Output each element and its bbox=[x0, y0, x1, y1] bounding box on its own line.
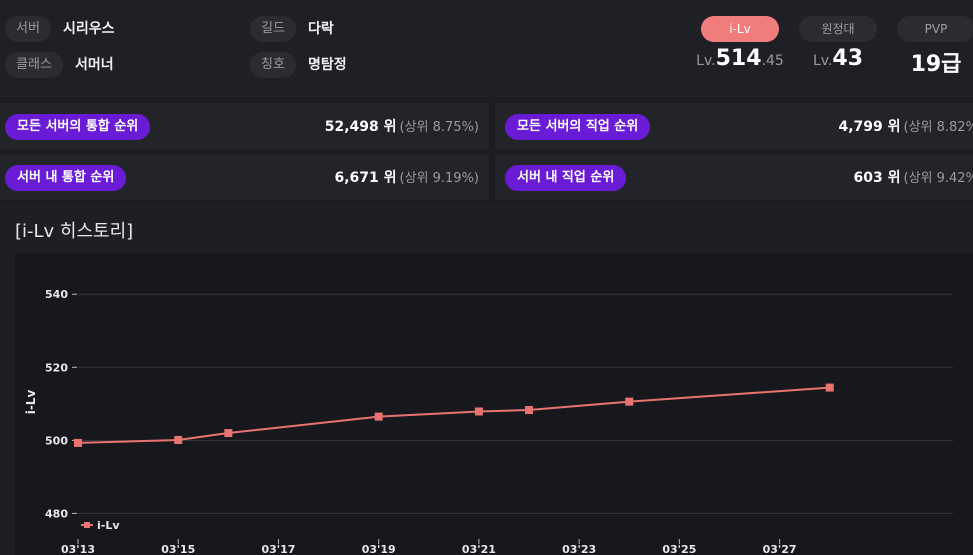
x-tick-label: 03'13 bbox=[61, 543, 95, 555]
ilv-value: Lv.514.45 bbox=[690, 46, 790, 71]
ranking-label: 서버 내 직업 순위 bbox=[505, 165, 627, 191]
expedition-value: Lv.43 bbox=[788, 46, 888, 71]
ranking-card: 서버 내 직업 순위 603 위(상위 9.42%) bbox=[495, 154, 973, 200]
ranking-value: 603 위(상위 9.42%) bbox=[854, 167, 973, 187]
expedition-number: 43 bbox=[832, 46, 864, 71]
y-tick-label: 480 bbox=[45, 507, 68, 520]
series-line bbox=[77, 386, 830, 444]
history-title: [i-Lv 히스토리] bbox=[15, 221, 134, 242]
legend-label: i-Lv bbox=[97, 519, 120, 532]
ranking-percentile: (상위 9.19%) bbox=[399, 171, 480, 186]
y-axis-label: i-Lv bbox=[24, 390, 38, 415]
ilv-decimal: .45 bbox=[761, 53, 784, 69]
x-tick-label: 03'15 bbox=[161, 543, 195, 555]
ranking-card: 모든 서버의 직업 순위 4,799 위(상위 8.82%) bbox=[495, 103, 973, 149]
ranking-card: 모든 서버의 통합 순위 52,498 위 (상위 8.75%) bbox=[0, 103, 489, 149]
ranking-rank: 603 위 bbox=[853, 170, 901, 186]
ranking-rank: 6,671 위 bbox=[334, 170, 397, 186]
ranking-percentile: (상위 9.42%) bbox=[903, 171, 973, 186]
ranking-value: 52,498 위 (상위 8.75%) bbox=[325, 116, 479, 136]
ranking-percentile: (상위 8.82%) bbox=[903, 120, 973, 135]
ranking-rank: 52,498 위 bbox=[324, 119, 397, 135]
y-tick-label: 500 bbox=[45, 434, 68, 447]
x-tick-label: 03'23 bbox=[562, 543, 596, 555]
guild-value: 다락 bbox=[308, 21, 334, 37]
ranking-percentile: (상위 8.75%) bbox=[399, 120, 480, 135]
x-tick-label: 03'17 bbox=[261, 543, 295, 555]
ranking-label: 모든 서버의 통합 순위 bbox=[5, 114, 151, 140]
tab-pvp[interactable]: PVP bbox=[897, 16, 973, 42]
x-tick-label: 03'19 bbox=[362, 543, 396, 555]
x-tick-label: 03'25 bbox=[662, 543, 696, 555]
data-point bbox=[625, 397, 634, 406]
ranking-label: 서버 내 통합 순위 bbox=[5, 165, 127, 191]
x-tick-label: 03'21 bbox=[462, 543, 496, 555]
pvp-grade: 19급 bbox=[910, 52, 962, 77]
server-label: 서버 bbox=[5, 16, 51, 42]
data-point bbox=[525, 406, 534, 415]
data-point bbox=[224, 429, 233, 438]
ranking-rank: 4,799 위 bbox=[838, 119, 901, 135]
class-label: 클래스 bbox=[5, 52, 63, 78]
title-value: 명탐정 bbox=[308, 57, 347, 73]
ilv-prefix: Lv. bbox=[696, 53, 716, 69]
data-point bbox=[825, 383, 834, 392]
ranking-label: 모든 서버의 직업 순위 bbox=[505, 114, 651, 140]
x-tick-label: 03'27 bbox=[763, 543, 797, 555]
guild-label: 길드 bbox=[250, 16, 296, 42]
data-point bbox=[474, 407, 483, 416]
tab-ilv[interactable]: i-Lv bbox=[701, 16, 779, 42]
ilv-history-chart: 480 500 520 540 03'13 03'15 03'17 03'19 03'21 03'… bbox=[24, 288, 953, 555]
data-point bbox=[174, 435, 183, 444]
data-point bbox=[74, 438, 82, 447]
tab-expedition[interactable]: 원정대 bbox=[799, 16, 877, 42]
ranking-value: 6,671 위 (상위 9.19%) bbox=[334, 167, 479, 187]
title-label: 칭호 bbox=[250, 52, 296, 78]
y-tick-label: 540 bbox=[45, 288, 68, 301]
chart-container: 480 500 520 540 03'13 03'15 03'17 03'19 03'21 03'… bbox=[15, 253, 973, 555]
profile-header: 서버 시리우스 길드 다락 클래스 서머너 칭호 명탐정 i-Lv Lv.514… bbox=[0, 0, 973, 97]
ranking-card: 서버 내 통합 순위 6,671 위 (상위 9.19%) bbox=[0, 154, 489, 200]
ilv-history-section: [i-Lv 히스토리] 480 500 520 540 03'13 03'15 03'17 0… bbox=[0, 205, 973, 555]
server-value: 시리우스 bbox=[63, 21, 115, 37]
ranking-value: 4,799 위(상위 8.82%) bbox=[838, 116, 973, 136]
ilv-number: 514 bbox=[715, 46, 762, 71]
legend-marker bbox=[84, 522, 90, 528]
pvp-value: 19급 bbox=[886, 46, 973, 78]
y-tick-label: 520 bbox=[45, 361, 68, 374]
expedition-prefix: Lv. bbox=[812, 53, 833, 69]
data-point bbox=[374, 412, 383, 421]
class-value: 서머너 bbox=[75, 57, 114, 73]
